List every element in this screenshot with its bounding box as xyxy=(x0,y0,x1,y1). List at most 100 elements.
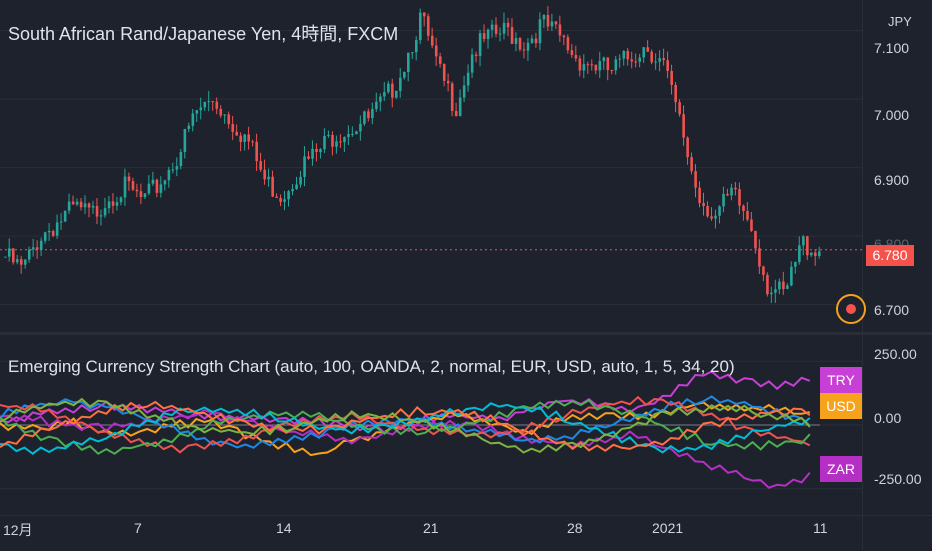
candle-body xyxy=(578,58,582,71)
time-tick: 7 xyxy=(134,520,142,536)
candle-body xyxy=(718,206,721,216)
candle-body xyxy=(722,193,725,207)
candle-body xyxy=(295,184,298,190)
candle-body xyxy=(331,134,334,147)
candle-body xyxy=(39,240,43,250)
candle-body xyxy=(754,230,757,249)
candle-body xyxy=(79,201,83,208)
candle-body xyxy=(790,266,793,286)
candle-body xyxy=(347,134,350,138)
candle-body xyxy=(466,72,470,86)
candle-body xyxy=(702,202,705,207)
candle-body xyxy=(486,29,490,39)
candle-body xyxy=(275,196,278,198)
candle-body xyxy=(554,21,558,25)
candle-body xyxy=(171,169,175,171)
candle-body xyxy=(35,247,39,250)
candle-body xyxy=(726,193,729,196)
candle-body xyxy=(379,96,382,102)
candle-body xyxy=(770,292,773,295)
candle-body xyxy=(191,113,195,126)
candle-body xyxy=(259,161,262,170)
price-axis[interactable] xyxy=(862,0,932,550)
price-pane[interactable] xyxy=(0,0,932,332)
currency-badge[interactable]: JPY xyxy=(888,14,912,29)
candle-body xyxy=(738,189,741,206)
candle-body xyxy=(271,176,274,197)
candle-body xyxy=(155,179,159,193)
candle-body xyxy=(307,156,310,159)
candle-body xyxy=(363,111,366,124)
strength-series-line xyxy=(0,402,811,455)
candle-body xyxy=(283,199,286,202)
candle-body xyxy=(614,59,618,71)
candle-body xyxy=(658,58,661,62)
candle-body xyxy=(19,259,23,265)
candle-body xyxy=(299,176,302,185)
candle-body xyxy=(582,64,586,71)
candle-body xyxy=(758,248,761,267)
candle-body xyxy=(151,179,155,184)
candle-body xyxy=(227,114,231,125)
candle-body xyxy=(570,50,574,55)
candle-body xyxy=(594,64,598,71)
candle-body xyxy=(618,58,622,60)
candle-body xyxy=(67,201,71,211)
candle-body xyxy=(574,54,578,59)
candle-body xyxy=(662,58,665,61)
candle-body xyxy=(678,102,681,115)
indicator-pane[interactable] xyxy=(0,335,932,515)
candle-body xyxy=(399,77,402,91)
candle-body xyxy=(742,205,745,212)
time-axis[interactable] xyxy=(0,515,932,551)
pane-separator[interactable] xyxy=(0,332,932,335)
candle-body xyxy=(7,248,11,257)
strength-line-chart[interactable] xyxy=(0,335,862,515)
candle-body xyxy=(550,21,554,27)
strength-series-line xyxy=(0,395,811,454)
candle-body xyxy=(59,221,63,223)
candle-body xyxy=(682,114,685,138)
candle-body xyxy=(139,191,143,198)
candle-body xyxy=(107,201,111,209)
candle-body xyxy=(606,57,610,71)
candle-body xyxy=(231,124,235,132)
candle-body xyxy=(279,197,282,202)
candle-body xyxy=(219,108,223,116)
candle-body xyxy=(494,24,498,34)
candlestick-chart[interactable] xyxy=(0,0,862,332)
candle-body xyxy=(526,42,530,51)
candle-body xyxy=(267,176,270,180)
candle-body xyxy=(430,35,434,46)
try-label: TRY xyxy=(820,367,862,393)
strength-series-line xyxy=(0,395,811,449)
candle-body xyxy=(442,63,446,81)
candle-body xyxy=(123,176,127,198)
candle-body xyxy=(798,245,801,262)
candle-body xyxy=(450,83,454,111)
candle-body xyxy=(590,64,594,66)
candle-body xyxy=(698,187,701,203)
candle-body xyxy=(734,187,737,190)
candle-body xyxy=(422,12,426,17)
candle-body xyxy=(610,70,614,72)
candle-body xyxy=(414,40,418,53)
logo-icon[interactable] xyxy=(836,294,866,324)
time-tick: 21 xyxy=(423,520,439,536)
candle-body xyxy=(446,80,450,84)
candle-body xyxy=(115,202,119,206)
candle-body xyxy=(4,256,7,258)
chart-title: South African Rand/Japanese Yen, 4時間, FX… xyxy=(8,24,399,44)
candle-body xyxy=(391,83,394,98)
candle-body xyxy=(502,22,506,34)
price-tick: 6.700 xyxy=(874,302,910,318)
candle-body xyxy=(706,206,709,217)
candle-body xyxy=(426,16,430,36)
candle-body xyxy=(710,216,713,219)
price-tick: 7.000 xyxy=(874,107,910,123)
candle-body xyxy=(187,125,191,129)
candle-body xyxy=(470,54,474,73)
candle-body xyxy=(103,208,107,216)
candle-body xyxy=(598,61,602,71)
candle-body xyxy=(474,54,478,56)
